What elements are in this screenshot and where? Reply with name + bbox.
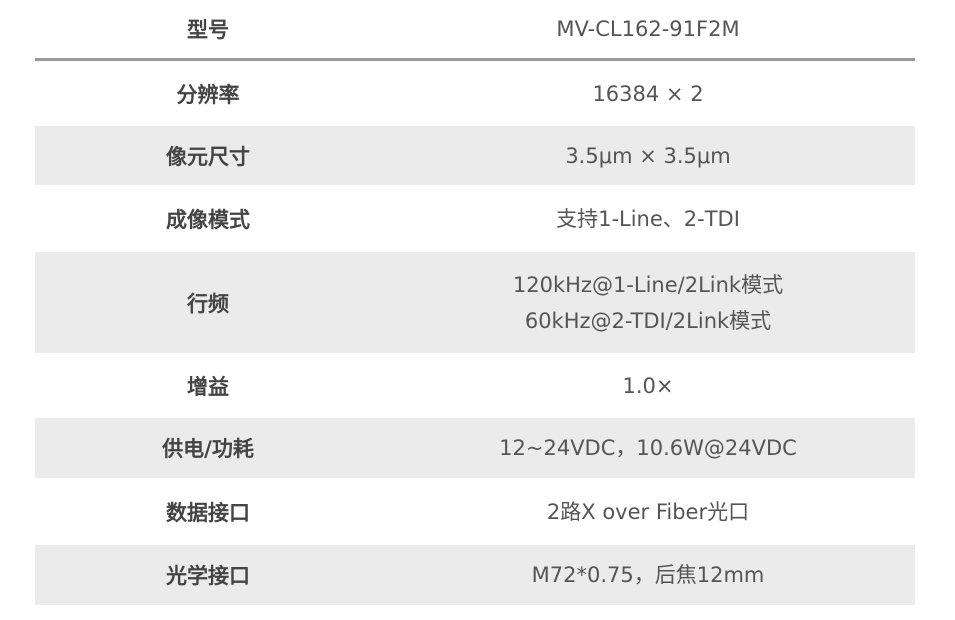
row-label: 增益 (187, 374, 229, 399)
row-value-line: 120kHz@1-Line/2Link模式 (512, 272, 784, 297)
spec-table: 型号 MV-CL162-91F2M 分辨率 16384 × 2 像元尺寸 3.5… (35, 0, 915, 605)
table-row: 增益 1.0× (35, 353, 915, 418)
table-row: 供电/功耗 12~24VDC，10.6W@24VDC (35, 418, 915, 478)
header-divider (35, 58, 915, 61)
row-value-line: 60kHz@2-TDI/2Link模式 (524, 308, 772, 333)
row-value: 1.0× (622, 373, 674, 398)
row-value: M72*0.75，后焦12mm (531, 563, 765, 587)
table-row: 行频 120kHz@1-Line/2Link模式 60kHz@2-TDI/2Li… (35, 252, 915, 353)
row-value: 支持1-Line、2-TDI (556, 206, 740, 231)
row-value: 2路X over Fiber光口 (546, 499, 750, 524)
row-label: 成像模式 (166, 207, 250, 232)
table-row: 数据接口 2路X over Fiber光口 (35, 478, 915, 545)
row-label: 行频 (187, 291, 229, 316)
row-label: 分辨率 (176, 82, 240, 107)
row-label: 光学接口 (166, 564, 250, 588)
row-value: 12~24VDC，10.6W@24VDC (499, 436, 797, 460)
row-value: 120kHz@1-Line/2Link模式 60kHz@2-TDI/2Link模… (381, 267, 915, 339)
table-row: 成像模式 支持1-Line、2-TDI (35, 185, 915, 252)
header-value: MV-CL162-91F2M (556, 17, 740, 41)
header-row: 型号 MV-CL162-91F2M (35, 0, 915, 58)
header-label: 型号 (187, 18, 229, 42)
row-value: 16384 × 2 (592, 81, 704, 106)
table-row: 光学接口 M72*0.75，后焦12mm (35, 545, 915, 605)
row-value: 3.5μm × 3.5μm (565, 143, 731, 168)
table-row: 像元尺寸 3.5μm × 3.5μm (35, 126, 915, 185)
row-label: 像元尺寸 (166, 144, 250, 169)
row-label: 供电/功耗 (162, 437, 254, 461)
row-label: 数据接口 (166, 500, 250, 525)
table-row: 分辨率 16384 × 2 (35, 61, 915, 126)
